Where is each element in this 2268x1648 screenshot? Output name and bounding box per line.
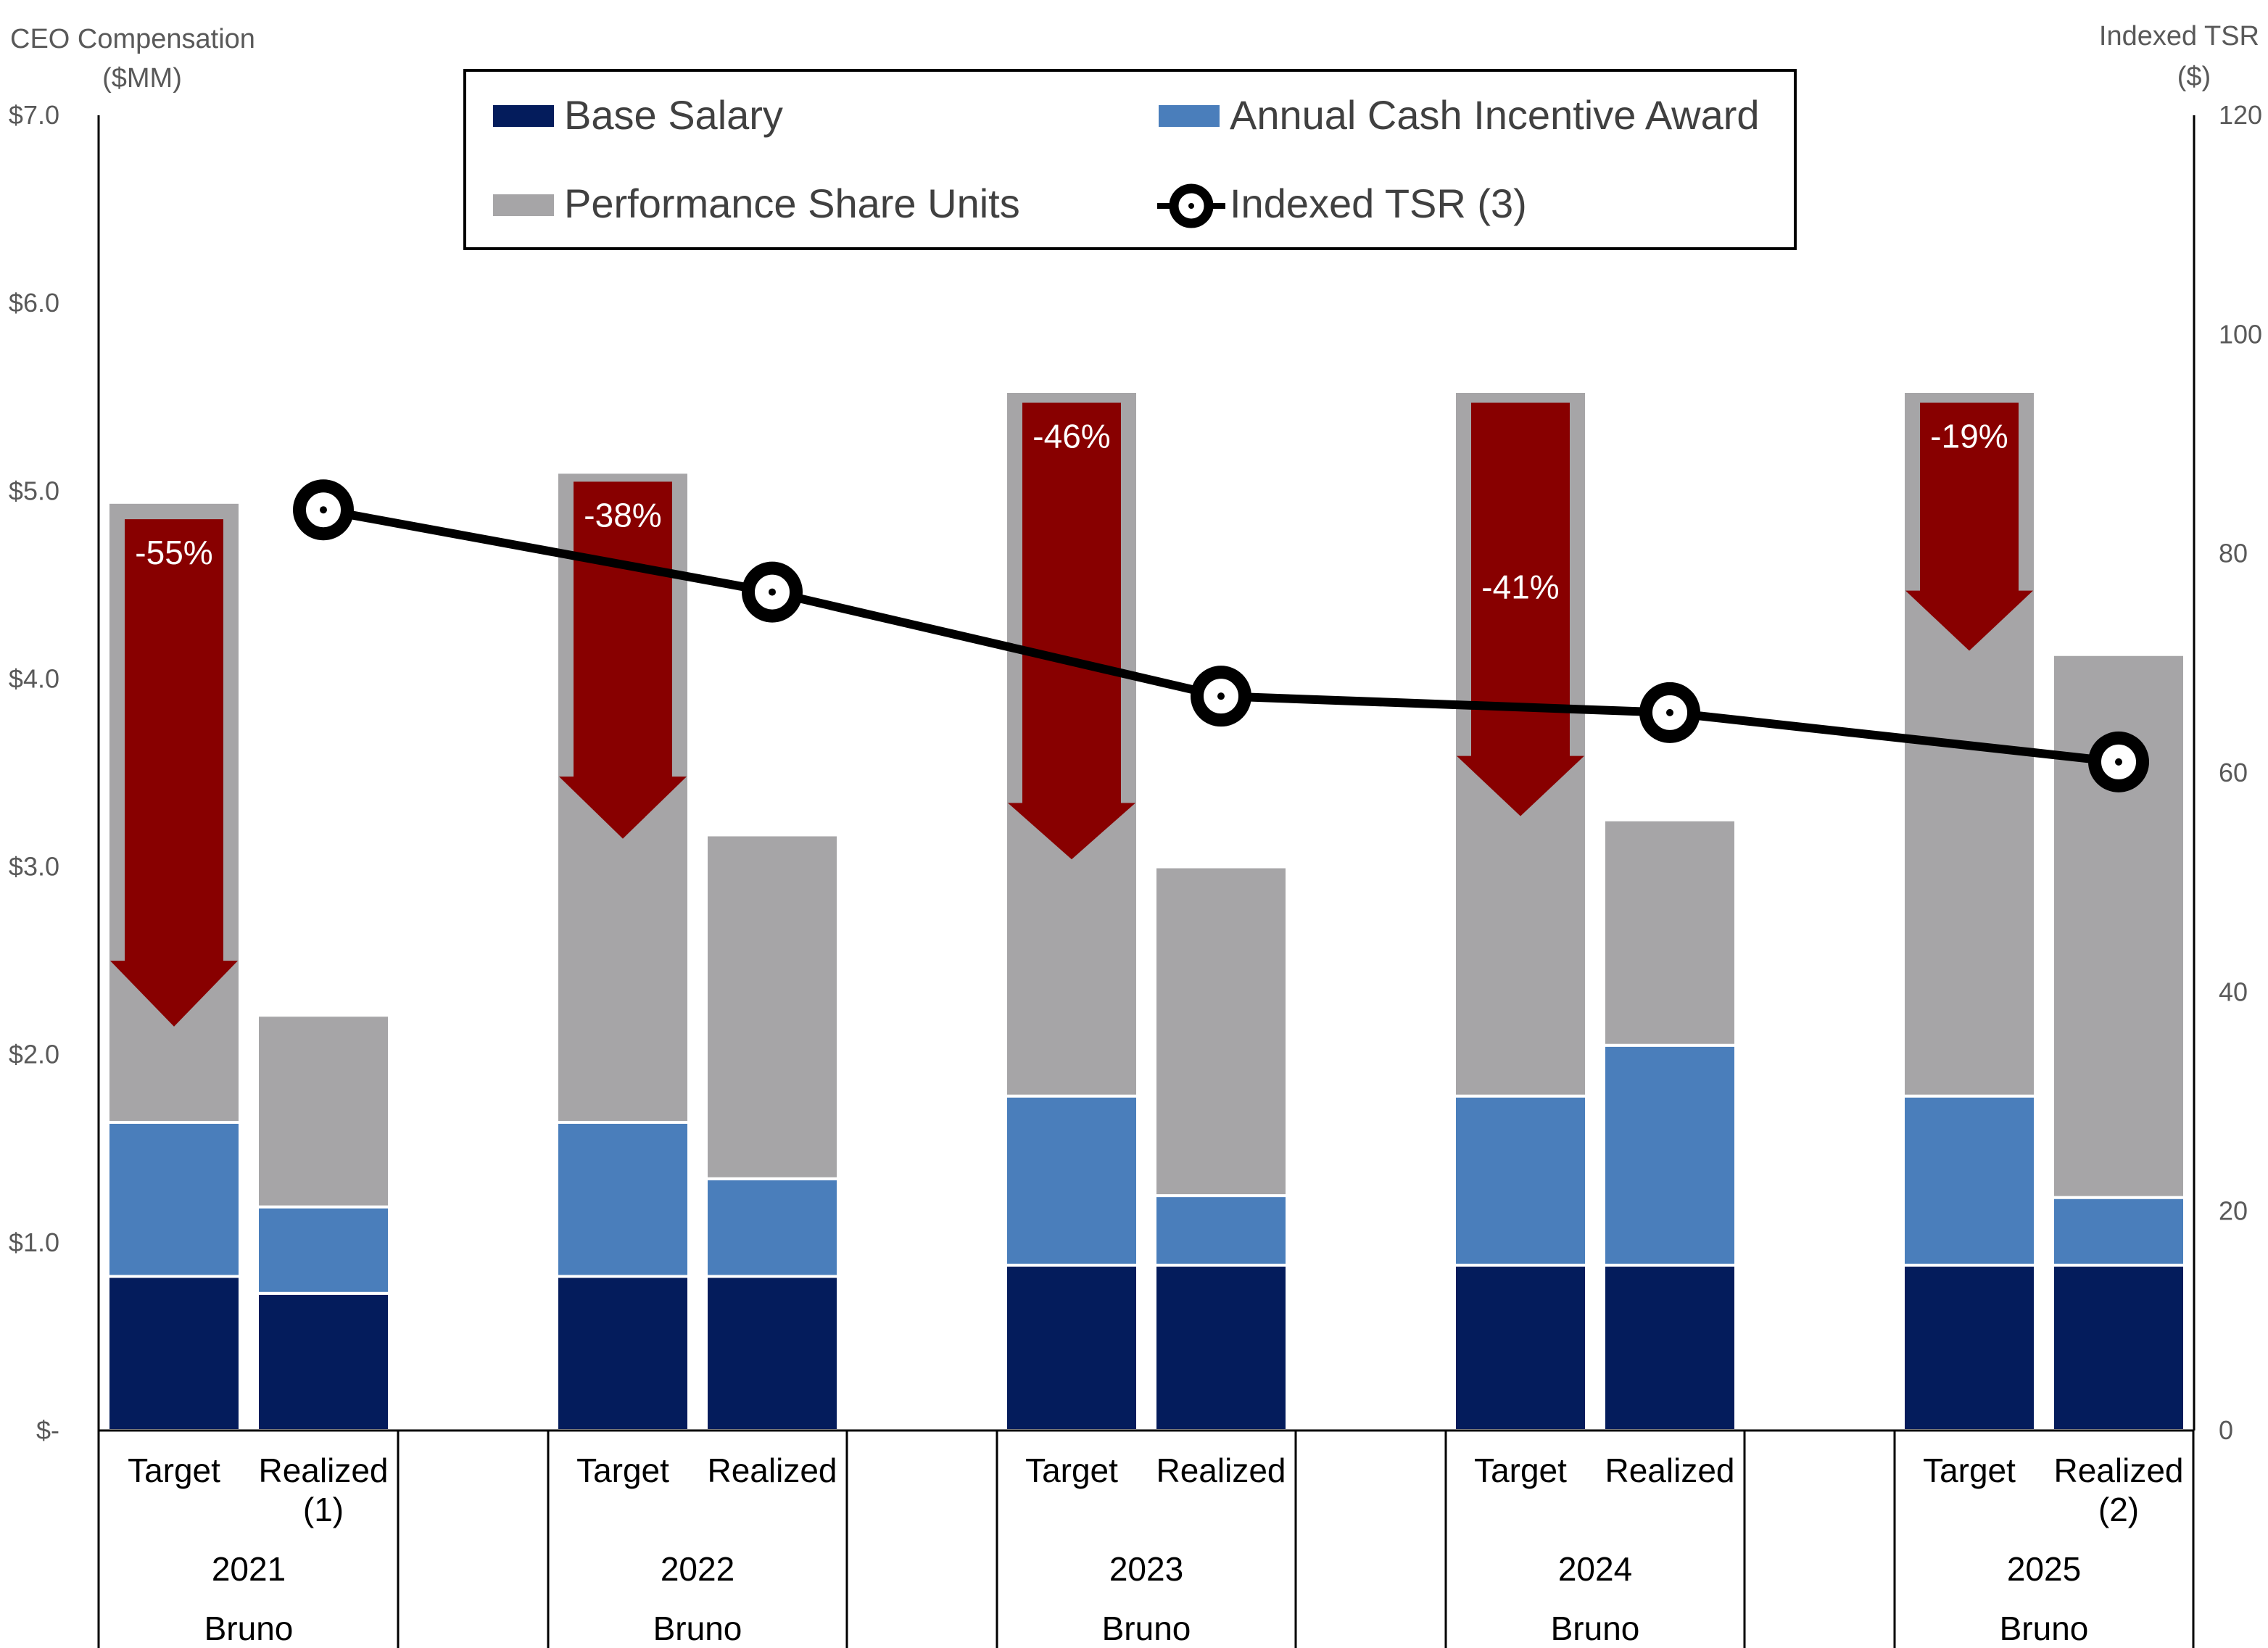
tsr-point-center <box>2115 758 2122 766</box>
axes-layer <box>97 115 2195 1648</box>
legend-label-cash: Annual Cash Incentive Award <box>1230 92 1760 138</box>
bar-label: Realized <box>259 1452 389 1489</box>
reduction-arrow <box>1457 402 1584 816</box>
bar-segment-base <box>1453 1263 1588 1433</box>
year-label: 2025 <box>2007 1550 2081 1588</box>
bar-segment-cash <box>107 1121 241 1278</box>
tsr-point-center <box>1217 692 1225 700</box>
bars-layer <box>107 389 2186 1433</box>
bar-segment-psu <box>705 833 840 1180</box>
legend: Base Salary Annual Cash Incentive Award Pe… <box>463 69 1797 250</box>
y2-tick-label: 20 <box>2219 1196 2248 1226</box>
bar-segment-base <box>1902 1263 2037 1433</box>
bar-segment-psu <box>1602 818 1737 1047</box>
ceo-label: Bruno <box>204 1610 294 1647</box>
legend-swatch-tsr-center <box>1188 203 1194 209</box>
bar-segment-cash <box>1453 1094 1588 1267</box>
year-label: 2024 <box>1558 1550 1632 1588</box>
y-tick-label: $4.0 <box>9 663 59 693</box>
y2-tick-label: 60 <box>2219 758 2248 787</box>
legend-swatch-psu <box>493 194 554 216</box>
bar-segment-base <box>1004 1263 1139 1433</box>
legend-swatch-base <box>493 105 554 127</box>
bar-label: Target <box>1474 1452 1567 1489</box>
bar-segment-cash <box>1602 1043 1737 1267</box>
bar-label: Target <box>1923 1452 2016 1489</box>
bar-label: Target <box>576 1452 669 1489</box>
bar-segment-cash <box>2051 1196 2186 1267</box>
bar-label: Realized <box>1605 1452 1735 1489</box>
arrows-layer: -55% -38% -46% -41% -19% <box>110 402 2033 1027</box>
bar-segment-base <box>555 1275 690 1432</box>
y2-axis-title-line2: ($) <box>2177 62 2211 92</box>
bar-label: Realized <box>1156 1452 1286 1489</box>
year-label: 2021 <box>212 1550 286 1588</box>
bar-label: Target <box>1025 1452 1118 1489</box>
bar-label-note: (2) <box>2098 1491 2139 1528</box>
y-tick-label: $7.0 <box>9 100 59 130</box>
year-label: 2023 <box>1109 1550 1183 1588</box>
bar-segment-base <box>1154 1263 1288 1433</box>
bar-segment-base <box>705 1275 840 1432</box>
bar-segment-psu <box>256 1014 391 1209</box>
y2-tick-label: 80 <box>2219 539 2248 568</box>
bar-segment-cash <box>256 1205 391 1295</box>
legend-box <box>463 69 1797 250</box>
y-tick-label: $5.0 <box>9 476 59 505</box>
y2-axis-title-line1: Indexed TSR <box>2099 21 2259 51</box>
reduction-arrow <box>1905 402 2033 651</box>
y-axis-title-line1: CEO Compensation <box>10 24 255 54</box>
bar-segment-cash <box>1902 1094 2037 1267</box>
bar-segment-cash <box>555 1121 690 1278</box>
reduction-label: -41% <box>1481 568 1559 605</box>
bar-segment-base <box>1602 1263 1737 1433</box>
y2-tick-label: 0 <box>2219 1415 2233 1445</box>
ceo-label: Bruno <box>2000 1610 2089 1647</box>
y2-tick-label: 100 <box>2219 319 2262 349</box>
y-axis-title-line2: ($MM) <box>102 63 182 94</box>
reduction-label: -19% <box>1930 417 2008 455</box>
y-tick-label: $1.0 <box>9 1227 59 1257</box>
bar-segment-base <box>256 1291 391 1432</box>
legend-label-psu: Performance Share Units <box>564 181 1020 226</box>
bar-segment-cash <box>1004 1094 1139 1267</box>
reduction-label: -46% <box>1032 417 1110 455</box>
bar-segment-psu <box>1154 865 1288 1198</box>
bar-segment-base <box>2051 1263 2186 1433</box>
legend-label-tsr: Indexed TSR (3) <box>1230 181 1527 226</box>
ceo-label: Bruno <box>653 1610 742 1647</box>
bar-segment-cash <box>705 1177 840 1278</box>
tsr-point-center <box>769 588 776 596</box>
reduction-label: -55% <box>135 534 212 571</box>
y-tick-label: $3.0 <box>9 852 59 882</box>
year-label: 2022 <box>661 1550 734 1588</box>
tsr-point-center <box>1666 708 1673 716</box>
reduction-label: -38% <box>584 496 661 534</box>
bar-label: Target <box>128 1452 220 1489</box>
legend-label-base: Base Salary <box>564 92 783 138</box>
tsr-point-center <box>320 506 327 514</box>
reduction-arrow <box>110 519 238 1027</box>
reduction-arrow <box>1008 402 1135 860</box>
bar-segment-base <box>107 1275 241 1432</box>
y2-tick-label: 40 <box>2219 977 2248 1006</box>
legend-swatch-cash <box>1159 105 1220 127</box>
bar-segment-cash <box>1154 1194 1288 1267</box>
labels-layer: CEO Compensation ($MM) Indexed TSR ($) $- $1.… <box>9 21 2262 1647</box>
bar-label: Realized <box>2054 1452 2184 1489</box>
y2-tick-label: 120 <box>2219 100 2262 130</box>
bar-label-note: (1) <box>303 1491 344 1528</box>
tsr-line-layer <box>293 479 2149 792</box>
reduction-arrow <box>559 481 687 839</box>
ceo-label: Bruno <box>1551 1610 1640 1647</box>
y-tick-label: $6.0 <box>9 288 59 318</box>
bar-label: Realized <box>708 1452 837 1489</box>
y-tick-label: $2.0 <box>9 1040 59 1069</box>
y-tick-label: $- <box>36 1415 59 1445</box>
ceo-label: Bruno <box>1102 1610 1191 1647</box>
